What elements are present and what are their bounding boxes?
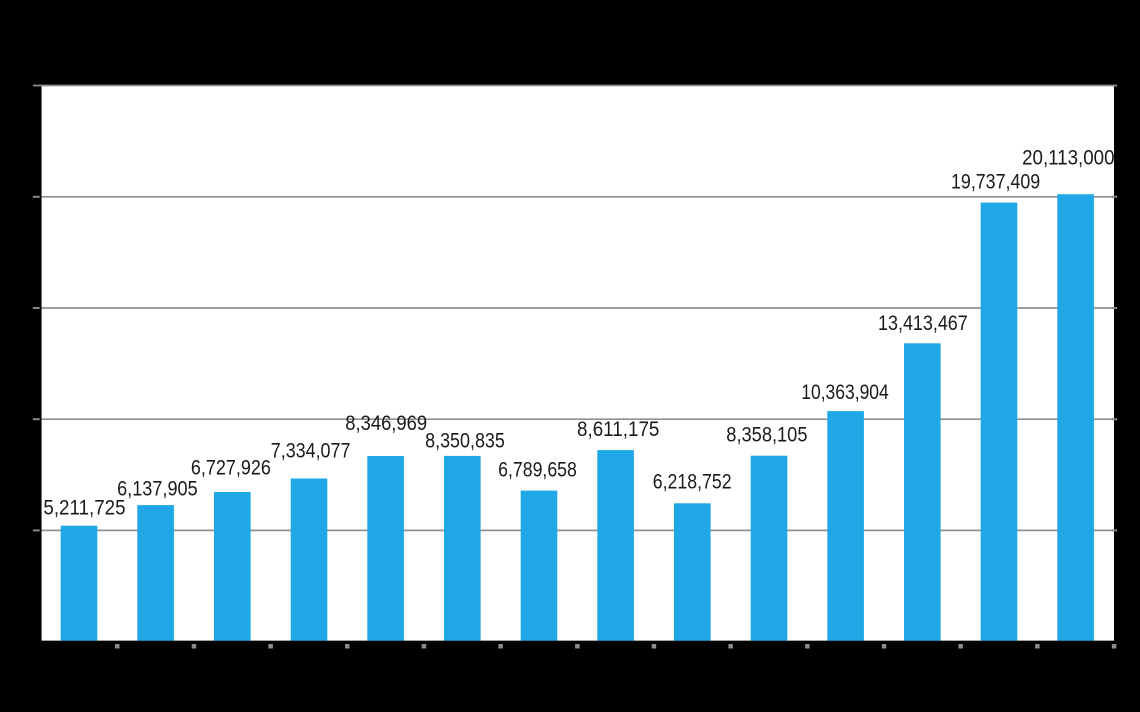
svg-text:13,413,467: 13,413,467: [878, 312, 968, 335]
svg-text:8,346,969: 8,346,969: [345, 412, 427, 435]
svg-text:6,137,905: 6,137,905: [117, 478, 198, 501]
svg-text:8,611,175: 8,611,175: [577, 418, 659, 441]
svg-text:8,350,835: 8,350,835: [425, 429, 505, 452]
svg-text:20,113,000: 20,113,000: [1022, 147, 1114, 170]
svg-text:5,211,725: 5,211,725: [43, 497, 125, 520]
svg-text:6,727,926: 6,727,926: [191, 457, 271, 480]
svg-text:19,737,409: 19,737,409: [951, 170, 1040, 193]
svg-text:6,789,658: 6,789,658: [498, 459, 577, 482]
svg-text:7,334,077: 7,334,077: [271, 440, 351, 463]
svg-text:10,363,904: 10,363,904: [801, 381, 889, 404]
svg-text:8,358,105: 8,358,105: [726, 423, 807, 446]
svg-text:6,218,752: 6,218,752: [653, 470, 732, 493]
